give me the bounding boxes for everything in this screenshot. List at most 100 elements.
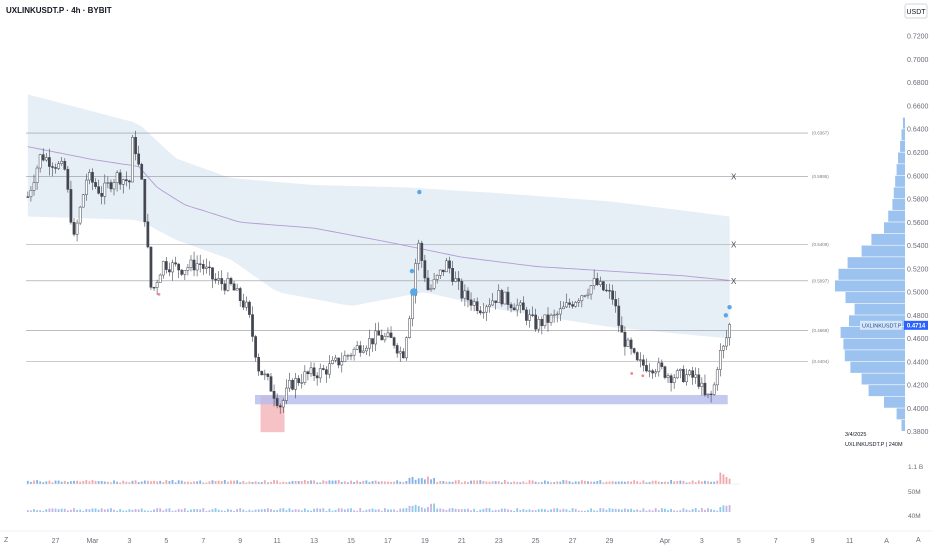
candle-body [574, 302, 578, 307]
volume-bar-top [140, 481, 143, 484]
axis-corner-left[interactable]: Z [4, 537, 9, 544]
candle-body [118, 172, 122, 185]
volume-bar-bottom [402, 508, 405, 512]
time-axis[interactable]: 27 Mar 3 5 7 9 11 13 15 17 19 21 23 25 27 29 Apr 3 5 7 9 11 A [0, 530, 932, 545]
candle-body [134, 137, 137, 155]
volume-bar-bottom [193, 509, 195, 512]
level-x-marker-2[interactable]: X [731, 240, 737, 249]
volume-bar-bottom [497, 509, 500, 512]
volume-bar-bottom [76, 509, 78, 512]
volume-bar-top [85, 480, 88, 484]
candle-body [423, 260, 427, 279]
volume-bar-top [414, 479, 417, 484]
candle-body [620, 325, 624, 333]
candle-body [41, 154, 45, 161]
volume-bar-bottom [636, 509, 639, 512]
volume-bar-top [328, 480, 331, 484]
volume-bar-top [362, 480, 365, 484]
volume-bar-top [97, 481, 100, 484]
level-label-1: (0.5995) [812, 174, 829, 179]
volume-bar-bottom [54, 508, 57, 512]
volume-bar-top [257, 482, 260, 484]
axis-corner-right[interactable]: A [916, 537, 921, 544]
candle-body [146, 221, 150, 248]
candle-body [589, 285, 593, 295]
volume-bar-top [103, 481, 106, 484]
candle-body [666, 375, 670, 378]
volume-bar-bottom [359, 508, 362, 512]
volume-bar-top [476, 480, 479, 484]
candle-body [275, 398, 279, 406]
currency-badge[interactable]: USDT [904, 3, 928, 19]
profile-bar [843, 338, 905, 350]
volume-bar-top [648, 482, 651, 484]
volume-bar-bottom [540, 508, 543, 512]
volume-bar-bottom [430, 503, 432, 512]
price-tick-label: 0.6400 [907, 127, 929, 134]
volume-bar-top [667, 481, 669, 484]
volume-bar-bottom [528, 509, 531, 512]
volume-bar-bottom [91, 508, 94, 512]
volume-bar-bottom [639, 510, 642, 512]
volume-bar-top [334, 480, 337, 484]
volume-bar-bottom [288, 508, 291, 512]
volume-bar-top [116, 481, 119, 484]
volume-bar-bottom [414, 504, 417, 512]
volume-bar-bottom [574, 508, 577, 512]
volume-bar-top [245, 482, 248, 484]
blue-signal-dot [409, 288, 418, 296]
volume-bar-top [242, 480, 245, 484]
price-axis[interactable]: 0.7200 0.7000 0.6800 0.6600 0.6400 0.6200 0.60… [907, 34, 929, 436]
volume-bar-bottom [633, 509, 636, 512]
horizontal-levels[interactable]: (0.6367) (0.5995) X (0.5409) X (0.5097) X (0.46… [26, 131, 829, 364]
profile-bar [871, 233, 905, 245]
volume-bar-top [51, 482, 54, 484]
volume-bar-top [310, 480, 312, 484]
candle-body [294, 378, 297, 390]
candle-body [152, 287, 156, 289]
volume-bar-top [174, 482, 177, 484]
candle-body [608, 290, 611, 292]
price-tick-label: 0.7000 [907, 57, 929, 64]
volume-bar-top [660, 482, 663, 484]
level-x-marker-1[interactable]: X [731, 172, 737, 181]
volume-bar-bottom [390, 509, 392, 512]
volume-bar-bottom [51, 508, 54, 512]
candle-body [478, 310, 482, 314]
volume-bar-top [42, 482, 45, 484]
volume-bar-top [470, 480, 472, 484]
candle-body [552, 314, 556, 316]
volume-bar-bottom [707, 508, 709, 512]
volume-bar-bottom [245, 510, 248, 512]
volume-bar-top [156, 481, 159, 484]
level-x-marker-3[interactable]: X [731, 277, 737, 286]
volume-bar-bottom [82, 510, 85, 512]
volume-bar-bottom [270, 509, 272, 512]
volume-bar-bottom [106, 508, 109, 512]
price-badge[interactable]: UXLINKUSDT.P 0.4714 [860, 320, 928, 330]
candle-body [617, 305, 621, 326]
candle-body [635, 352, 639, 361]
candle-body [361, 350, 365, 353]
volume-bar-top [417, 478, 420, 484]
volume-bar-top [196, 481, 199, 484]
volume-bar-bottom [300, 510, 303, 512]
volume-bar-bottom [159, 508, 162, 512]
candle-body [192, 259, 196, 271]
volume-bar-bottom [73, 508, 75, 512]
candle-body [697, 374, 701, 387]
volume-bar-top [602, 482, 605, 484]
volume-bar-top [488, 481, 491, 484]
candle-body [238, 288, 242, 301]
candle-body [112, 182, 116, 190]
candle-body [241, 300, 245, 308]
profile-bar [861, 245, 905, 257]
volume-bar-top [340, 482, 343, 484]
profile-bar [901, 129, 905, 141]
volume-bar-bottom [457, 509, 460, 512]
blue-signal-dot [417, 189, 422, 195]
volume-bar-top [630, 481, 632, 484]
volume-bar-top [519, 482, 522, 484]
